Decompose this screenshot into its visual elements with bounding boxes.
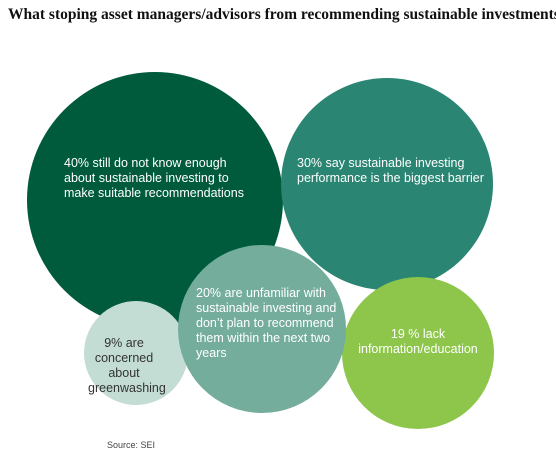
- bubble-label-30: 30% say sustainable investing performanc…: [297, 156, 484, 185]
- bubble-label-20: 20% are unfamiliar with sustainable inve…: [196, 286, 337, 360]
- source-note: Source: SEI: [107, 440, 156, 450]
- bubble-20: [178, 245, 346, 413]
- bubble-label-40: 40% still do not know enough about susta…: [64, 156, 244, 200]
- bubble-label-19: 19 % lack information/education: [358, 327, 478, 356]
- chart-title: What stoping asset managers/advisors fro…: [8, 6, 556, 23]
- bubble-30: [281, 78, 493, 290]
- bubble-label-9: 9% are concerned about greenwashing: [88, 336, 166, 395]
- bubble-9: [84, 301, 188, 405]
- bubble-19: [342, 277, 494, 429]
